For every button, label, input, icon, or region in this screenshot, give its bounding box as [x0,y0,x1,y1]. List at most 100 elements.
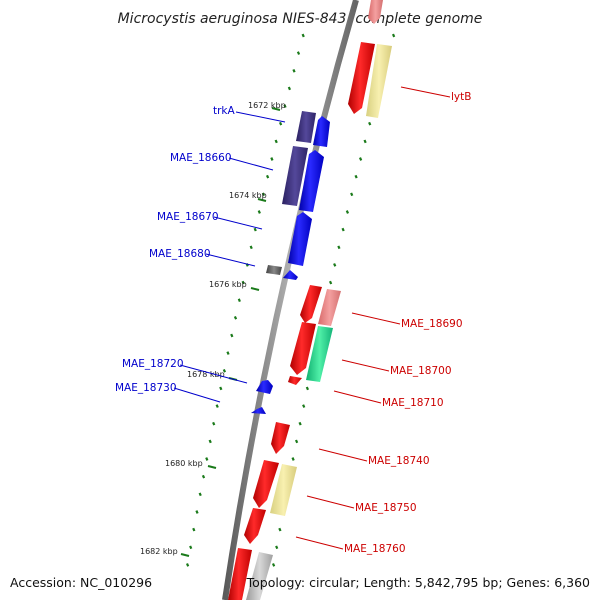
scale-dot [278,121,283,126]
gene-arrow-MAE_18760 [244,508,266,544]
scale-dot [265,174,270,179]
leader-line [351,312,401,325]
gene-label-MAE_18680[interactable]: MAE_18680 [149,248,211,260]
scale-dot [333,263,337,267]
leader-line [318,448,368,462]
map-title: Microcystis aeruginosa NIES-843, complet… [118,11,483,27]
leader-line [179,364,248,384]
tick-mark [180,553,190,557]
forward-strand-genes [228,0,392,600]
scale-dot [198,492,202,497]
scale-dot [257,210,261,214]
gene-label-MAE_18720[interactable]: MAE_18720 [122,358,184,370]
gene-arrow-MAE_18710 [288,376,302,385]
scale-dot [350,192,354,197]
gene-arrow-MAE_18730 [251,407,266,414]
leader-line [205,253,256,267]
leader-line [213,216,263,230]
gene-arrow [313,116,330,147]
scale-dot [249,245,253,250]
scale-dot [205,457,209,461]
gene-arrow [270,464,297,516]
gene-label-MAE_18760[interactable]: MAE_18760 [344,543,406,555]
gene-arrow-MAE_18670 [288,212,312,266]
reverse-strand-genes [251,111,330,414]
scale-dot [296,51,301,55]
accession-label: Accession: NC_010296 [10,575,153,590]
scale-dot [368,121,372,126]
leader-line [228,157,274,171]
scale-dot [294,439,299,444]
scale-dot [215,404,219,408]
tick-mark [257,198,267,202]
label-leader-lines [173,86,451,550]
kbp-ticks: 1672 kbp 1674 kbp 1676 kbp 1678 kbp 1680… [140,101,286,557]
scale-dot [237,298,241,303]
scale-dot [274,139,278,144]
scale-dot [226,351,230,355]
tick-label: 1672 kbp [248,101,286,110]
gene-arrow [299,150,324,212]
gene-arrow-MAE_18690 [300,285,322,323]
scale-dot [391,33,396,38]
gene-label-trkA[interactable]: trkA [213,105,236,117]
tick-label: 1674 kbp [229,191,267,200]
scale-dot [337,245,341,250]
gene-labels: trkA MAE_18660 MAE_18670 MAE_18680 MAE_1… [115,91,471,555]
gene-arrow-MAE_18740 [271,422,290,454]
scale-dot [261,192,266,197]
gene-label-MAE_18670[interactable]: MAE_18670 [157,211,219,223]
scale-dot [305,386,310,391]
gene-label-MAE_18660[interactable]: MAE_18660 [170,152,232,164]
gene-label-lytB[interactable]: lytB [451,91,471,103]
gene-label-MAE_18750[interactable]: MAE_18750 [355,502,417,514]
scale-dot [253,227,257,232]
gene-arrow-lytB [348,42,375,114]
scale-dot [328,280,333,285]
scale-dot [363,139,367,144]
leader-line [235,111,286,123]
gene-label-MAE_18740[interactable]: MAE_18740 [368,455,430,467]
genome-backbone [222,0,359,600]
gene-label-MAE_18690[interactable]: MAE_18690 [401,318,463,330]
tick-label: 1678 kbp [187,370,225,379]
scale-dot [292,68,296,73]
gene-arrow-MAE_18680 [266,265,282,275]
leader-line [295,536,344,550]
scale-dot [208,439,212,444]
gene-arrow [368,0,383,24]
scale-dot [230,333,234,338]
scale-dot [287,86,292,91]
gene-arrow-trkA [296,111,316,143]
gene-arrow [228,548,252,600]
scale-dot [185,563,190,567]
scale-dot [222,368,227,373]
gene-arrow-MAE_18720 [256,380,273,394]
scale-dot [271,563,276,567]
tick-mark [250,287,260,291]
scale-dot [358,157,363,161]
scale-dot [278,527,282,532]
tick-mark [271,107,281,111]
leader-line [400,86,451,98]
scale-dot [283,104,287,108]
scale-dot [341,227,345,232]
scale-dot [233,315,238,320]
scale-dot [298,421,302,426]
scale-dot [195,510,199,514]
gene-label-MAE_18700[interactable]: MAE_18700 [390,365,452,377]
gene-label-MAE_18730[interactable]: MAE_18730 [115,382,177,394]
scale-dot [345,210,350,214]
scale-dot [354,174,358,179]
leader-line [333,390,382,404]
scale-dot [192,527,196,532]
gene-arrow-MAE_18700 [290,322,316,375]
tick-label: 1680 kbp [165,459,203,468]
gene-arrow-MAE_18750 [253,460,279,508]
scale-dot [301,33,305,38]
tick-label: 1676 kbp [209,280,247,289]
scale-dot [189,545,193,550]
gene-label-MAE_18710[interactable]: MAE_18710 [382,397,444,409]
gene-arrow [366,44,392,118]
